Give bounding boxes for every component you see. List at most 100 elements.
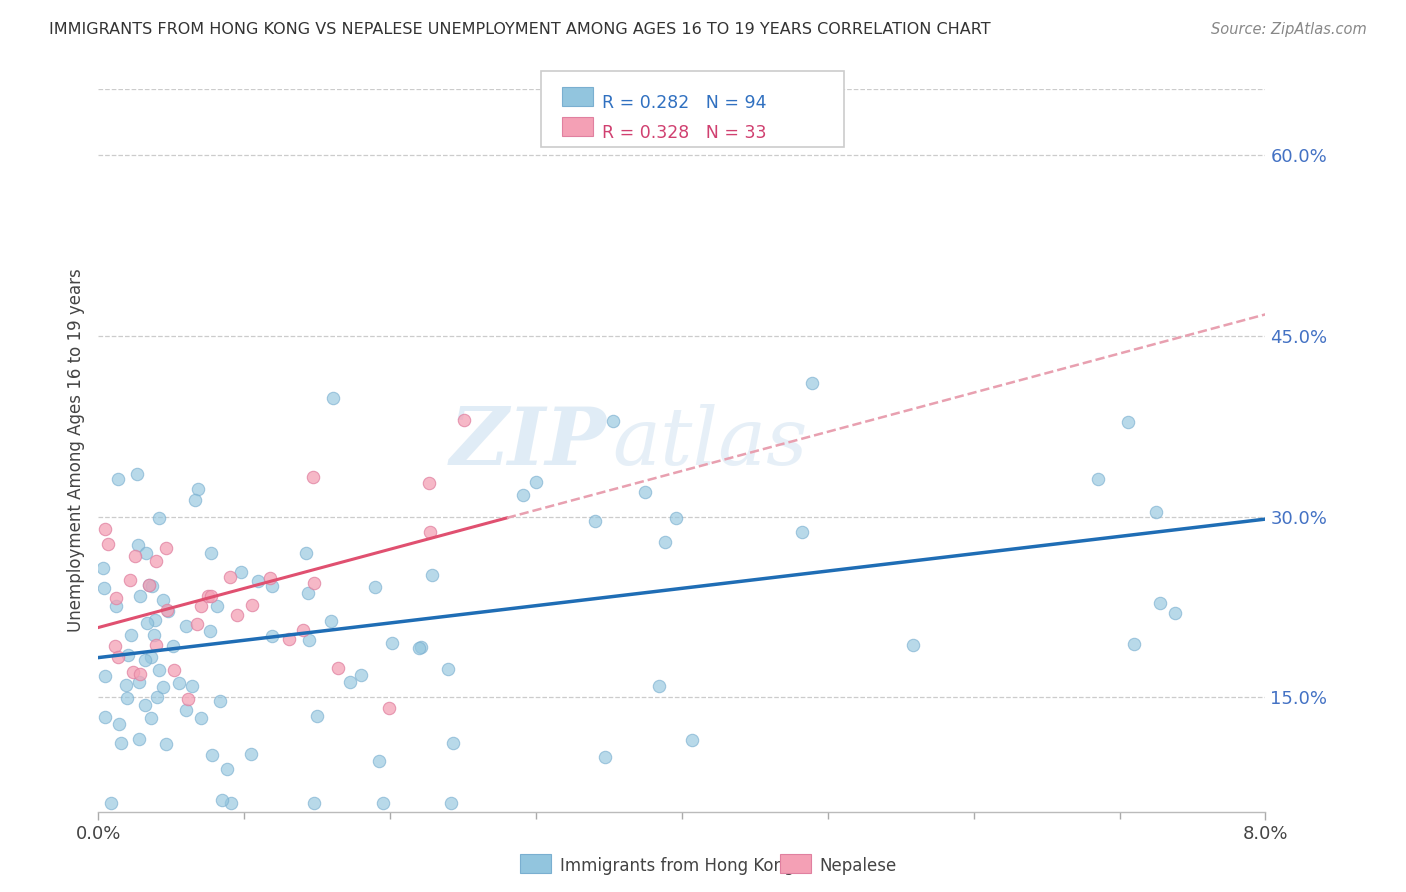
Point (378, 701, 401, 715)
Text: R = 0.328   N = 33: R = 0.328 N = 33 (602, 124, 766, 142)
Text: Nepalese: Nepalese (820, 857, 897, 875)
Point (654, 534, 676, 549)
Point (125, 467, 148, 482)
Point (225, 607, 247, 622)
Point (129, 667, 152, 681)
Point (117, 648, 139, 663)
Point (901, 638, 924, 652)
Point (152, 680, 174, 694)
Point (104, 591, 127, 605)
Point (260, 629, 283, 643)
Point (418, 475, 440, 490)
Point (1123, 637, 1146, 651)
Point (198, 624, 221, 638)
Point (1116, 415, 1139, 429)
Point (94, 669, 117, 683)
Point (302, 576, 325, 591)
Point (440, 797, 463, 811)
Point (259, 571, 281, 585)
Point (422, 568, 444, 582)
Point (453, 413, 475, 427)
Point (304, 797, 326, 811)
Text: IMMIGRANTS FROM HONG KONG VS NEPALESE UNEMPLOYMENT AMONG AGES 16 TO 19 YEARS COR: IMMIGRANTS FROM HONG KONG VS NEPALESE UN… (49, 22, 991, 37)
Point (294, 546, 316, 560)
Text: Source: ZipAtlas.com: Source: ZipAtlas.com (1211, 22, 1367, 37)
Point (135, 546, 157, 560)
Point (524, 475, 547, 490)
Point (141, 579, 163, 593)
Point (246, 574, 269, 588)
Point (229, 565, 252, 579)
Text: R = 0.282   N = 94: R = 0.282 N = 94 (602, 94, 766, 112)
Point (93, 581, 115, 595)
Point (107, 649, 129, 664)
Point (148, 664, 170, 678)
Point (322, 392, 344, 406)
Point (103, 639, 125, 653)
Point (148, 510, 170, 524)
Point (124, 549, 146, 563)
Point (128, 732, 150, 747)
Point (136, 615, 159, 630)
Point (292, 623, 315, 637)
Point (240, 598, 263, 612)
Point (100, 797, 122, 811)
Y-axis label: Unemployment Among Ages 16 to 19 years: Unemployment Among Ages 16 to 19 years (66, 268, 84, 632)
Point (298, 633, 321, 648)
Point (200, 589, 222, 603)
Point (138, 577, 160, 591)
Point (120, 628, 142, 642)
Point (139, 650, 162, 665)
Point (186, 616, 208, 631)
Point (141, 711, 163, 725)
Text: ZIP: ZIP (449, 404, 606, 482)
Point (205, 599, 228, 614)
Point (380, 635, 402, 649)
Point (94, 522, 117, 536)
Point (104, 599, 127, 613)
Point (156, 604, 179, 618)
Point (512, 488, 534, 502)
Point (91, 561, 114, 575)
Point (167, 676, 190, 690)
Point (297, 585, 319, 599)
Point (184, 493, 207, 508)
Point (127, 538, 149, 552)
Point (371, 797, 394, 811)
Point (1087, 472, 1109, 486)
Point (200, 546, 222, 560)
Point (634, 485, 657, 500)
Point (155, 737, 177, 751)
Point (163, 663, 186, 677)
Point (648, 679, 671, 693)
Point (408, 641, 430, 656)
Point (129, 590, 152, 604)
Point (367, 754, 389, 768)
Point (190, 599, 212, 613)
Point (215, 762, 238, 776)
Point (128, 675, 150, 690)
Point (97, 537, 120, 551)
Point (602, 414, 624, 428)
Point (305, 709, 328, 723)
Point (321, 614, 343, 628)
Point (156, 603, 179, 617)
Point (134, 653, 156, 667)
Point (138, 578, 160, 592)
Point (419, 524, 441, 539)
Point (441, 736, 464, 750)
Point (152, 593, 174, 607)
Point (146, 690, 169, 705)
Point (177, 692, 200, 706)
Point (339, 675, 361, 690)
Point (145, 638, 167, 652)
Point (350, 667, 373, 681)
Point (143, 613, 166, 627)
Point (260, 579, 283, 593)
Point (302, 470, 325, 484)
Point (409, 640, 432, 655)
Point (240, 747, 263, 762)
Point (208, 694, 231, 708)
Point (1149, 596, 1171, 610)
Point (121, 665, 143, 679)
